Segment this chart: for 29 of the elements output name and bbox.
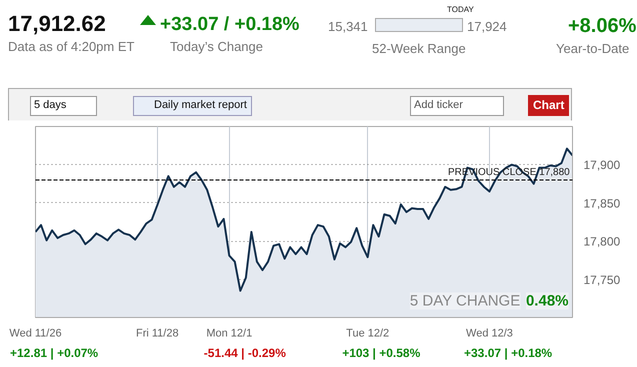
y-tick-label: 17,850 [584,196,621,210]
text: +8.06% [568,14,636,39]
text: Year-to-Date [556,40,630,58]
annotation: 0.48% [526,292,569,310]
text: 5 days [30,96,98,116]
text: -51.44 | -0.29% [204,345,286,362]
x-tick-label: Fri 11/28 [136,328,179,340]
x-tick-label: Wed 11/26 [9,328,62,340]
text: TODAY [447,4,474,16]
text: Add ticker [410,96,504,116]
text: +12.81 | +0.07% [10,345,98,362]
text: 15,341 [328,18,368,36]
y-tick-label: 17,900 [584,158,621,172]
text: Daily market report [133,96,252,116]
text: 17,924 [467,18,507,36]
x-tick-label: Tue 12/2 [346,328,390,340]
text: Data as of 4:20pm ET [8,38,134,56]
text: +103 | +0.58% [342,345,420,362]
text: +33.07 / +0.18% [160,13,300,37]
text: Chart [528,95,570,116]
text: +33.07 | +0.18% [464,345,552,362]
annotation: 5 DAY CHANGE [410,292,520,310]
y-tick-label: 17,750 [584,272,621,287]
text: 17,912.62 [8,10,106,38]
x-tick-label: Wed 12/3 [466,328,513,340]
x-tick-label: Mon 12/1 [206,328,252,340]
text: 52-Week Range [372,40,466,58]
text: Today’s Change [170,38,263,56]
y-tick-label: 17,800 [584,234,621,249]
